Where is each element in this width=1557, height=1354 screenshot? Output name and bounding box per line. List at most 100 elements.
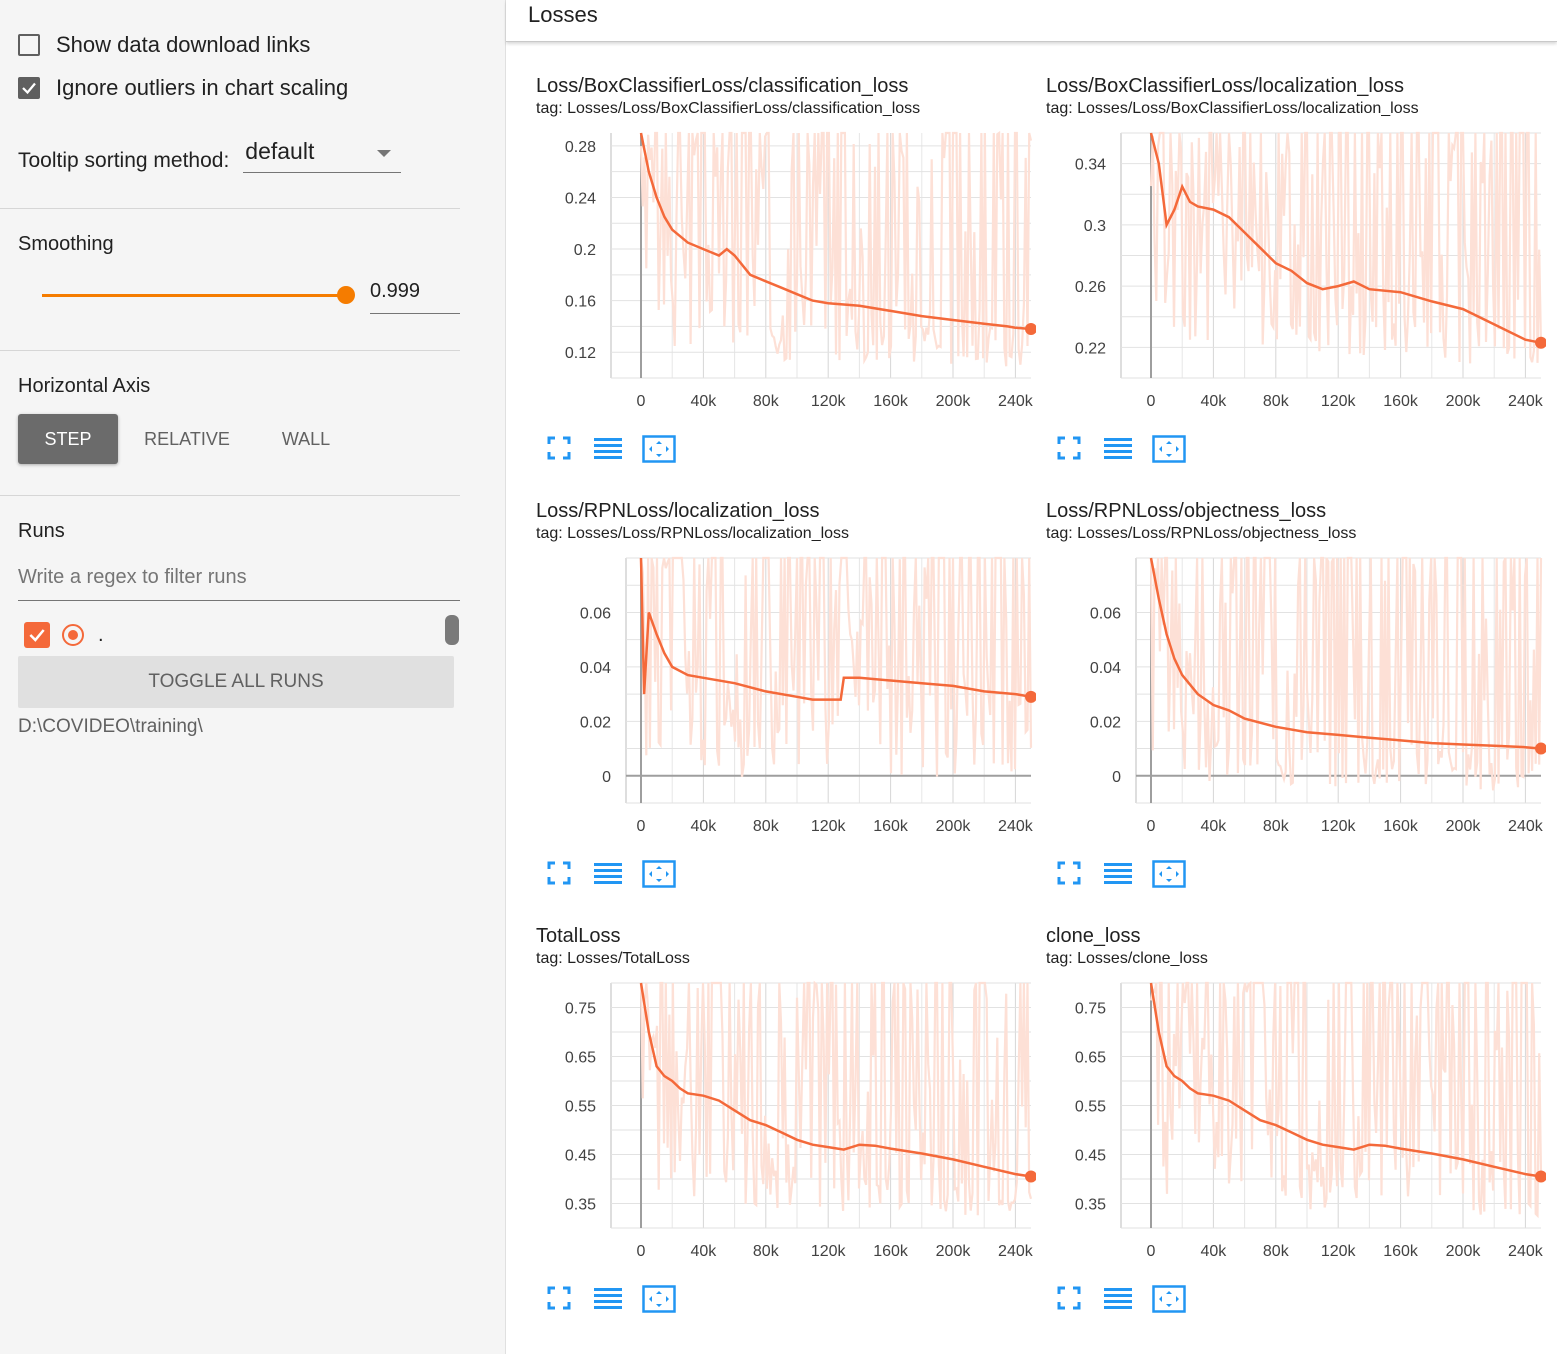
smoothing-value-input[interactable]: 0.999 (370, 280, 460, 314)
toggle-all-runs-button[interactable]: TOGGLE ALL RUNS (18, 656, 454, 708)
chart-tag: tag: Losses/Loss/BoxClassifierLoss/class… (536, 100, 921, 117)
line-chart: 0 40k 80k 120k 160k 200k 240k 0.28 0.24 0.2 0.16 0.… (565, 130, 1036, 410)
x-tick-label: 120k (811, 1243, 847, 1260)
x-tick-label: 0 (637, 1243, 646, 1260)
x-tick-label: 200k (1446, 818, 1482, 835)
data-table-icon[interactable] (594, 435, 622, 461)
last-point-marker (1535, 1170, 1546, 1183)
last-point-marker (1535, 742, 1546, 755)
line-chart: 0 40k 80k 120k 160k 200k 240k 0.06 0.04 0.02 0 (580, 556, 1036, 835)
data-table-icon[interactable] (1104, 1285, 1132, 1311)
x-tick-label: 200k (936, 818, 972, 835)
x-tick-label: 0 (637, 818, 646, 835)
fit-domain-icon[interactable] (642, 1285, 676, 1313)
axis-wall-button[interactable]: WALL (281, 428, 331, 449)
axis-step-button[interactable]: STEP (18, 414, 118, 464)
checkmark-icon (22, 82, 36, 95)
fit-domain-icon[interactable] (1152, 860, 1186, 888)
ignore-outliers-row[interactable]: Ignore outliers in chart scaling (18, 75, 348, 101)
axis-relative-button[interactable]: RELATIVE (144, 428, 230, 449)
run-radio-button[interactable] (62, 624, 84, 646)
tooltip-sorting-row: Tooltip sorting method: default (18, 138, 402, 173)
x-tick-label: 0 (1147, 393, 1156, 410)
y-tick-label: 0.02 (1090, 714, 1121, 731)
chart-card: clone_loss tag: Losses/clone_loss 0 40k 80k 1… (1046, 925, 1546, 1350)
y-tick-label: 0.65 (565, 1050, 596, 1067)
fit-domain-icon[interactable] (1152, 1285, 1186, 1313)
y-tick-label: 0.06 (580, 605, 611, 622)
x-tick-label: 240k (998, 1243, 1034, 1260)
y-tick-label: 0.65 (1075, 1050, 1106, 1067)
fit-domain-icon[interactable] (642, 435, 676, 463)
data-table-icon[interactable] (1104, 860, 1132, 886)
data-table-icon[interactable] (1104, 435, 1132, 461)
tooltip-sorting-dropdown[interactable]: default (243, 138, 402, 173)
fit-domain-icon[interactable] (642, 860, 676, 888)
log-directory: D:\COVIDEO\training\ (18, 716, 203, 737)
smoothing-slider-track[interactable] (42, 294, 346, 297)
y-tick-label: 0.06 (1090, 605, 1121, 622)
x-tick-label: 240k (1508, 393, 1544, 410)
data-table-icon[interactable] (594, 1285, 622, 1311)
smoothed-series-line (1149, 557, 1542, 750)
x-tick-label: 240k (1508, 1243, 1544, 1260)
show-download-links-checkbox[interactable] (18, 34, 40, 56)
sidebar: Show data download links Ignore outliers… (0, 0, 506, 1354)
line-chart: 0 40k 80k 120k 160k 200k 240k 0.75 0.65 0.55 0.45 0… (1075, 980, 1546, 1260)
chart-title: Loss/RPNLoss/objectness_loss (1046, 500, 1327, 522)
chart-card: Loss/RPNLoss/objectness_loss tag: Losses/… (1046, 500, 1546, 925)
fit-domain-icon[interactable] (1152, 435, 1186, 463)
smoothing-title: Smoothing (18, 233, 114, 255)
x-tick-label: 80k (753, 818, 780, 835)
runs-scrollbar[interactable] (445, 615, 459, 645)
x-tick-label: 80k (1263, 818, 1290, 835)
chart-card: Loss/RPNLoss/localization_loss tag: Losse… (536, 500, 1036, 925)
horizontal-axis-title: Horizontal Axis (18, 375, 151, 397)
x-tick-label: 40k (1201, 1243, 1228, 1260)
chart-card: Loss/BoxClassifierLoss/classification_lo… (536, 75, 1036, 500)
show-download-links-row[interactable]: Show data download links (18, 32, 310, 58)
x-tick-label: 0 (1147, 1243, 1156, 1260)
section-header[interactable]: Losses (506, 0, 1557, 42)
fullscreen-icon[interactable] (1056, 435, 1082, 461)
y-tick-label: 0 (602, 769, 611, 786)
x-tick-label: 0 (637, 393, 646, 410)
y-tick-label: 0.26 (1075, 279, 1106, 296)
x-tick-label: 200k (936, 1243, 972, 1260)
run-checkbox[interactable] (24, 622, 50, 648)
y-tick-label: 0.55 (565, 1099, 596, 1116)
chart-title: Loss/RPNLoss/localization_loss (536, 500, 820, 522)
raw-series-line (639, 980, 1033, 1216)
chevron-down-icon (377, 150, 392, 157)
fullscreen-icon[interactable] (546, 860, 572, 886)
fullscreen-icon[interactable] (546, 435, 572, 461)
y-tick-label: 0 (1112, 769, 1121, 786)
chart-toolbar (546, 860, 690, 888)
y-tick-label: 0.3 (1084, 218, 1106, 235)
fullscreen-icon[interactable] (1056, 1285, 1082, 1311)
smoothing-slider-handle[interactable] (337, 286, 355, 304)
ignore-outliers-checkbox[interactable] (18, 77, 40, 99)
x-tick-label: 160k (873, 1243, 909, 1260)
chart-tag: tag: Losses/Loss/BoxClassifierLoss/local… (1046, 100, 1419, 117)
fullscreen-icon[interactable] (1056, 860, 1082, 886)
data-table-icon[interactable] (594, 860, 622, 886)
chart-tag: tag: Losses/TotalLoss (536, 950, 690, 967)
chart-card: Loss/BoxClassifierLoss/localization_loss… (1046, 75, 1546, 500)
last-point-marker (1025, 690, 1036, 703)
x-tick-label: 160k (1383, 393, 1419, 410)
chart-toolbar (1056, 860, 1200, 888)
y-tick-label: 0.12 (565, 345, 596, 362)
runs-filter-input[interactable]: Write a regex to filter runs (18, 566, 460, 601)
last-point-marker (1025, 1170, 1036, 1183)
checkmark-icon (29, 629, 45, 642)
fullscreen-icon[interactable] (546, 1285, 572, 1311)
x-tick-label: 120k (1321, 818, 1357, 835)
x-tick-label: 120k (1321, 1243, 1357, 1260)
x-tick-label: 80k (1263, 1243, 1290, 1260)
y-tick-label: 0.45 (565, 1148, 596, 1165)
y-tick-label: 0.45 (1075, 1148, 1106, 1165)
x-tick-label: 120k (811, 818, 847, 835)
y-tick-label: 0.34 (1075, 157, 1106, 174)
raw-series-line (639, 556, 1033, 777)
